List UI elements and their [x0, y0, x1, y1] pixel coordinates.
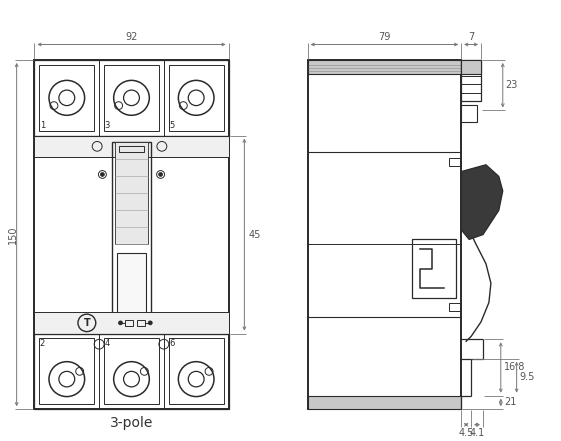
Text: 45: 45	[249, 230, 261, 239]
Text: 5: 5	[169, 121, 174, 131]
Bar	[449, 303, 461, 311]
Bar	[308, 396, 461, 409]
Bar	[34, 333, 228, 409]
Circle shape	[118, 321, 122, 325]
Text: 21: 21	[504, 397, 516, 407]
Polygon shape	[461, 165, 503, 239]
Bar	[112, 142, 151, 327]
Text: 4.1: 4.1	[470, 428, 485, 437]
Bar	[34, 60, 228, 136]
Bar	[39, 65, 94, 131]
Bar	[169, 338, 224, 404]
Bar	[461, 60, 481, 74]
Circle shape	[100, 172, 104, 176]
Bar	[308, 60, 461, 409]
Text: 9.5: 9.5	[519, 372, 535, 382]
Bar	[137, 320, 145, 326]
Text: 3: 3	[104, 121, 110, 131]
Bar	[104, 338, 159, 404]
Bar	[34, 312, 228, 333]
Bar	[461, 105, 477, 122]
Text: 1: 1	[40, 121, 45, 131]
Text: 79: 79	[378, 32, 390, 41]
Text: 150: 150	[8, 225, 18, 244]
Text: 92: 92	[125, 32, 137, 41]
Bar	[118, 146, 144, 152]
Bar	[169, 65, 224, 131]
Bar	[461, 60, 481, 101]
Text: 16.8: 16.8	[504, 363, 525, 373]
Bar	[34, 60, 228, 409]
Circle shape	[148, 321, 152, 325]
Text: 3-pole: 3-pole	[110, 416, 153, 430]
Bar	[308, 60, 461, 74]
Bar	[104, 65, 159, 131]
Bar	[34, 136, 228, 157]
Text: 4: 4	[104, 339, 110, 348]
Text: 23: 23	[506, 80, 518, 90]
Text: 6: 6	[169, 339, 174, 348]
Text: T: T	[84, 318, 90, 328]
Bar	[449, 158, 461, 166]
Bar	[39, 338, 94, 404]
Bar	[117, 253, 146, 323]
Text: 7: 7	[468, 32, 474, 41]
Bar	[412, 239, 456, 298]
Bar	[114, 142, 148, 244]
Text: 4.5: 4.5	[458, 428, 474, 437]
Circle shape	[159, 172, 163, 176]
Text: 2: 2	[40, 339, 45, 348]
Bar	[126, 320, 134, 326]
